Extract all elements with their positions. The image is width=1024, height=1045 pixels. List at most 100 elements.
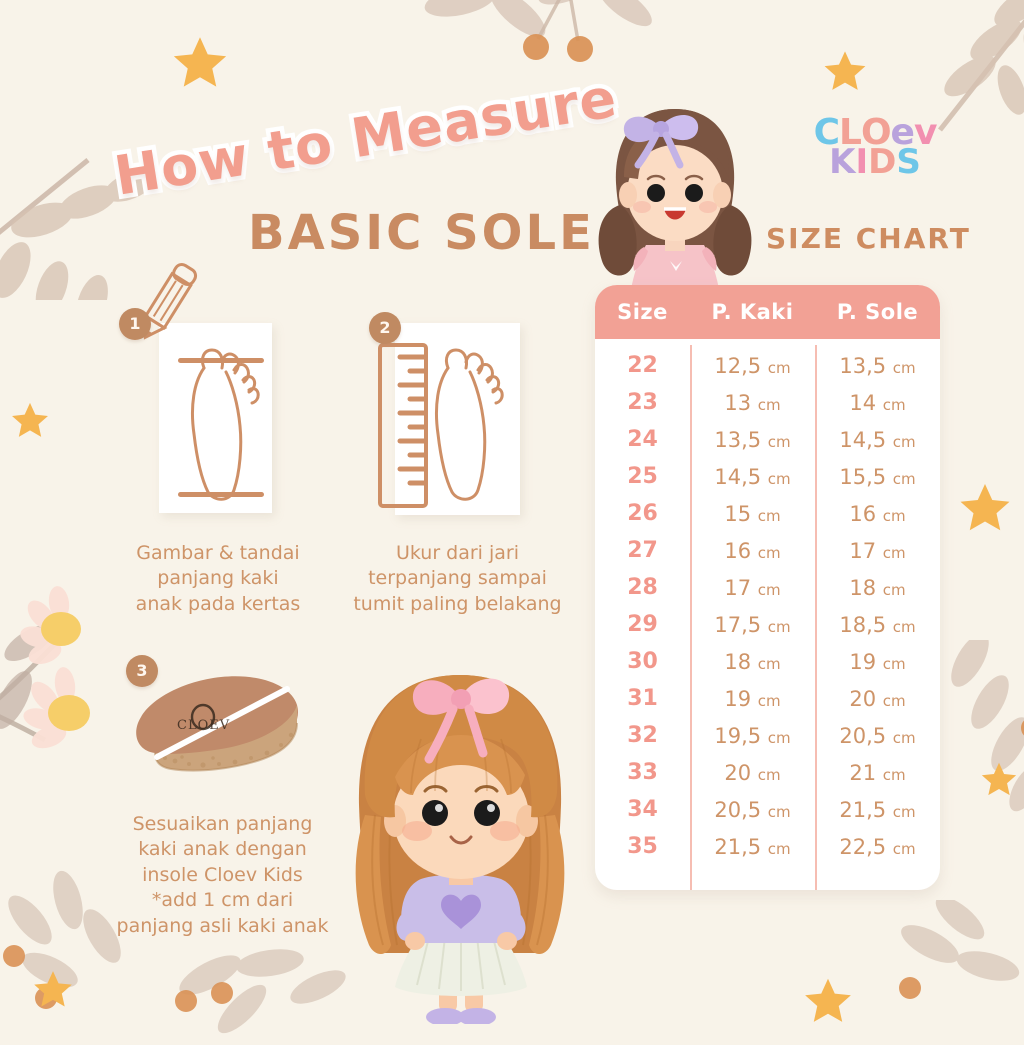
star-icon-bottom-center: [805, 978, 851, 1022]
girl-illustration-bottom: [355, 675, 565, 1024]
cell-size: 25: [627, 464, 658, 489]
logo-char: v: [913, 112, 937, 153]
cell-p-kaki: 13 cm: [724, 390, 781, 415]
star-icon-top-left: [173, 37, 227, 87]
step-1-badge: 1: [119, 308, 151, 340]
cell-p-sole: 19 cm: [849, 649, 906, 674]
column-header-p-sole: P. Sole: [836, 300, 919, 324]
logo-char: e: [890, 112, 915, 153]
table-row: 26 15 cm 16 cm: [595, 495, 940, 532]
table-row: 30 18 cm 19 cm: [595, 643, 940, 680]
cell-p-sole: 21,5 cm: [839, 797, 916, 822]
table-row: 32 19,5 cm 20,5 cm: [595, 717, 940, 754]
cell-p-sole: 16 cm: [849, 501, 906, 526]
cell-size: 24: [627, 427, 658, 452]
logo-char: O: [860, 112, 892, 153]
svg-text:CLOEV: CLOEV: [177, 718, 230, 733]
cell-size: 29: [627, 612, 658, 637]
table-row: 24 13,5 cm 14,5 cm: [595, 421, 940, 458]
cell-size: 34: [627, 797, 658, 822]
foot-outline-1-icon: [178, 348, 264, 501]
leaf-branch-right-mid-icon: [951, 640, 1024, 812]
column-header-p-kaki: P. Kaki: [711, 300, 794, 324]
logo-char: I: [855, 142, 869, 182]
cell-p-kaki: 14,5 cm: [714, 464, 791, 489]
cell-size: 23: [627, 390, 658, 415]
star-icon-left-mid: [12, 402, 48, 437]
cell-p-kaki: 19 cm: [724, 686, 781, 711]
cork-insole-icon: CLOEV: [136, 676, 298, 772]
cell-p-kaki: 12,5 cm: [714, 353, 791, 378]
step-2-badge: 2: [369, 312, 401, 344]
cell-size: 32: [627, 723, 658, 748]
star-icon-right-lower: [981, 762, 1017, 796]
girl-illustration-top: [598, 109, 752, 295]
table-row: 27 16 cm 17 cm: [595, 532, 940, 569]
cell-p-sole: 20,5 cm: [839, 723, 916, 748]
table-divider-2: [815, 345, 817, 890]
logo-char: D: [868, 142, 897, 182]
cell-p-sole: 13,5 cm: [839, 353, 916, 378]
step-2-instruction: Ukur dari jari terpanjang sampai tumit p…: [353, 542, 562, 615]
leaf-branch-top-center-icon: [424, 0, 652, 62]
cell-p-kaki: 13,5 cm: [714, 427, 791, 452]
cell-p-kaki: 20 cm: [724, 760, 781, 785]
step-1-instruction: Gambar & tandai panjang kaki anak pada k…: [135, 542, 301, 615]
star-icon-right-mid: [960, 484, 1010, 531]
logo-line-1: CLOev: [810, 112, 940, 153]
step-1-paper: [159, 323, 272, 513]
brand-logo: CLOev KIDS: [810, 112, 940, 192]
column-header-size: Size: [617, 300, 668, 324]
cell-p-sole: 20 cm: [849, 686, 906, 711]
page-title-main: BASIC SOLE: [248, 205, 595, 261]
size-chart-table: Size P. Kaki P. Sole 22 12,5 cm 13,5 cm …: [595, 285, 940, 890]
cell-size: 22: [627, 353, 658, 378]
cell-p-kaki: 15 cm: [724, 501, 781, 526]
logo-line-2: KIDS: [810, 142, 940, 182]
cell-p-sole: 21 cm: [849, 760, 906, 785]
cell-p-sole: 15,5 cm: [839, 464, 916, 489]
cell-p-sole: 18,5 cm: [839, 612, 916, 637]
cell-size: 35: [627, 834, 658, 859]
cell-size: 33: [627, 760, 658, 785]
cell-p-sole: 14,5 cm: [839, 427, 916, 452]
cell-size: 27: [627, 538, 658, 563]
cell-p-kaki: 17,5 cm: [714, 612, 791, 637]
cell-p-sole: 18 cm: [849, 575, 906, 600]
table-row: 29 17,5 cm 18,5 cm: [595, 606, 940, 643]
logo-char: C: [813, 112, 840, 153]
table-row: 31 19 cm 20 cm: [595, 680, 940, 717]
logo-char: L: [838, 112, 862, 153]
cell-p-sole: 17 cm: [849, 538, 906, 563]
cell-p-sole: 14 cm: [849, 390, 906, 415]
cell-size: 30: [627, 649, 658, 674]
foot-outline-2-icon: [434, 348, 504, 501]
ruler-icon: [378, 343, 428, 508]
cell-size: 31: [627, 686, 658, 711]
logo-char: S: [896, 142, 921, 182]
cell-p-kaki: 17 cm: [724, 575, 781, 600]
pencil-icon: [143, 263, 198, 340]
star-icon-top-right: [824, 51, 866, 90]
table-row: 22 12,5 cm 13,5 cm: [595, 347, 940, 384]
table-row: 33 20 cm 21 cm: [595, 754, 940, 791]
step-3-badge: 3: [126, 655, 158, 687]
cell-p-kaki: 19,5 cm: [714, 723, 791, 748]
table-row: 35 21,5 cm 22,5 cm: [595, 828, 940, 865]
step-3-instruction: Sesuaikan panjang kaki anak dengan insol…: [116, 813, 329, 937]
cell-p-kaki: 18 cm: [724, 649, 781, 674]
star-icon-bottom-left: [34, 971, 72, 1007]
leaf-branch-bottom-right-icon: [899, 900, 1020, 999]
table-header-row: Size P. Kaki P. Sole: [595, 285, 940, 339]
table-divider-1: [690, 345, 692, 890]
table-row: 23 13 cm 14 cm: [595, 384, 940, 421]
size-chart-label: SIZE CHART: [766, 222, 971, 255]
cell-size: 28: [627, 575, 658, 600]
cell-size: 26: [627, 501, 658, 526]
table-body: 22 12,5 cm 13,5 cm 23 13 cm 14 cm 24 13,…: [595, 339, 940, 890]
cell-p-kaki: 16 cm: [724, 538, 781, 563]
table-row: 34 20,5 cm 21,5 cm: [595, 791, 940, 828]
table-row: 28 17 cm 18 cm: [595, 569, 940, 606]
logo-char: K: [829, 142, 856, 182]
